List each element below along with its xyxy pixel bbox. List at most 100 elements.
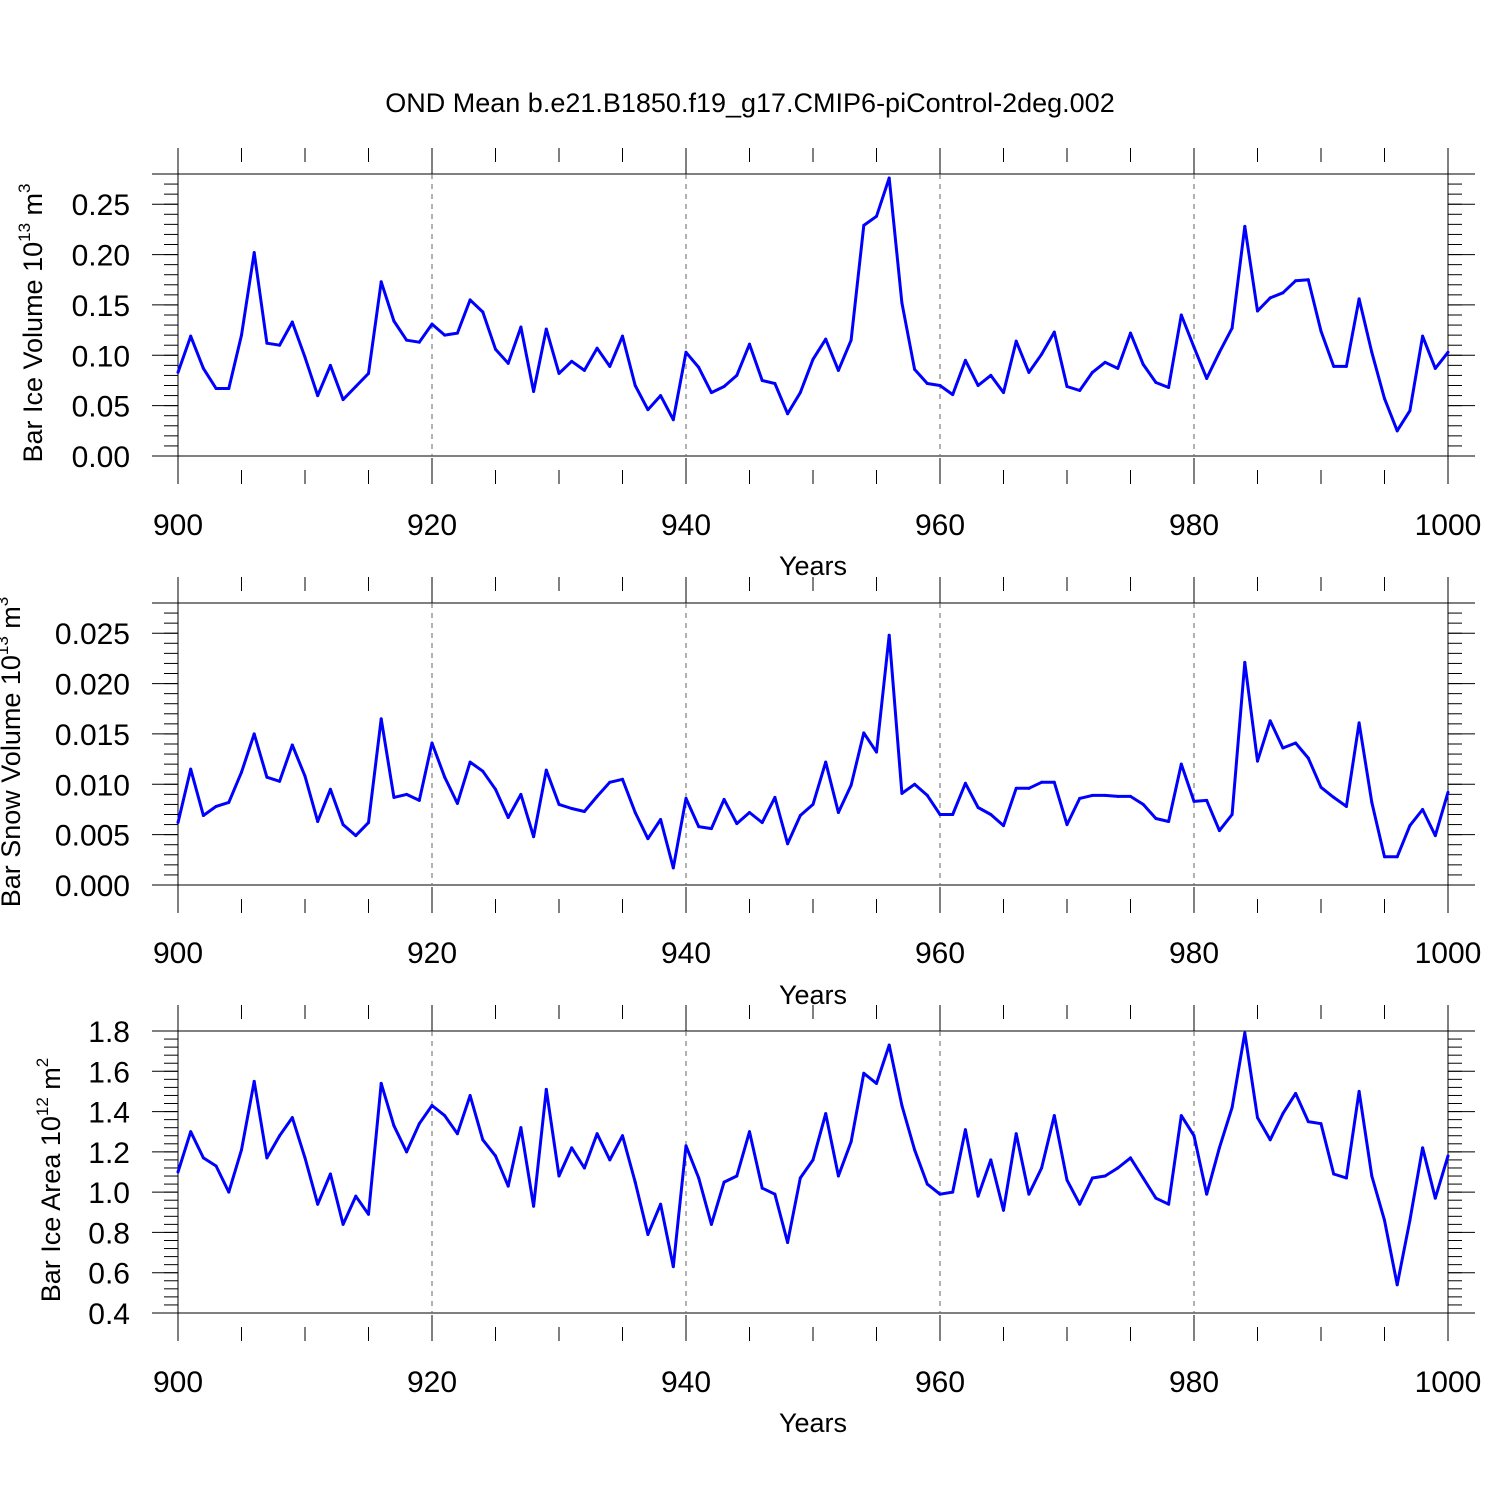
data-point [1243,224,1247,228]
data-point [1446,790,1450,794]
data-point [684,350,688,354]
x-tick-label: 900 [153,1366,203,1399]
data-point [367,1212,370,1216]
data-point [532,390,536,394]
data-point [367,821,370,825]
data-point [862,1071,866,1075]
data-point [341,398,345,402]
data-point [722,1180,726,1184]
data-point [824,337,828,341]
data-point [1243,660,1247,664]
x-axis-title: Years [779,1408,847,1438]
data-point [379,717,383,721]
data-point [671,418,675,422]
data-point [1040,780,1044,784]
data-point [900,301,904,305]
y-tick-label: 0.025 [55,618,130,651]
data-point [1141,362,1145,366]
data-point [1154,380,1158,384]
data-point [1268,296,1272,300]
data-point [1052,780,1056,784]
data-point [875,214,878,218]
data-point [405,1150,409,1154]
data-point [544,768,548,772]
data-point [227,1190,231,1194]
y-axis-title: Bar Ice Area 1012 m2 [33,1058,66,1303]
data-point [1103,793,1107,797]
data-point [1319,329,1323,333]
y-tick-label: 0.6 [88,1258,130,1291]
data-point [494,787,497,791]
data-point [290,320,294,324]
data-point [1002,391,1005,395]
data-point [506,816,510,820]
data-point [557,1174,561,1178]
data-point [405,792,409,796]
data-point [925,1182,929,1186]
data-point [354,385,358,389]
data-point [570,359,574,363]
data-point [595,346,599,350]
data-point [417,340,421,344]
data-point [1230,813,1234,816]
data-point [849,783,853,787]
data-point [1027,786,1031,790]
data-point [1014,1132,1018,1136]
data-point [1357,1089,1361,1093]
data-point [481,1138,485,1142]
data-point [1065,823,1069,827]
data-point [1294,279,1298,283]
data-point [1344,364,1348,368]
data-point [875,750,878,754]
data-point [1027,1192,1031,1196]
data-point [481,310,485,314]
x-tick-label: 960 [915,509,965,542]
x-tick-label: 900 [153,509,203,542]
x-tick-label: 920 [407,509,457,542]
data-point [722,797,726,801]
data-point [659,394,663,398]
data-point [201,814,205,818]
data-point [455,801,459,805]
data-point [278,343,282,347]
data-point [1192,1134,1196,1138]
data-point [1179,313,1183,317]
data-point [963,781,967,785]
data-point [341,1222,345,1226]
series-line [176,176,1450,433]
data-point [963,1128,967,1132]
panel-2: 900 920 940 960 980 1000Years0.0000.0050.0100… [0,577,1481,1010]
data-point [633,810,637,814]
data-point [354,834,358,838]
data-point [201,1156,205,1160]
data-point [176,821,180,825]
data-point [316,820,320,824]
data-point [1167,820,1171,824]
data-point [1421,334,1425,338]
data-point [760,378,764,382]
data-point [1370,800,1374,804]
data-point [1370,1174,1374,1178]
data-point [1344,804,1348,808]
y-tick-label: 0.10 [72,340,130,373]
data-point [824,1112,828,1116]
data-point [1141,1176,1145,1180]
data-point [189,767,193,771]
data-point [265,341,269,345]
data-point [671,1265,675,1269]
data-point [468,298,472,302]
data-point [836,368,840,372]
data-point [316,394,320,398]
data-point [532,1204,536,1208]
data-point [519,1126,523,1130]
data-point [455,1132,459,1136]
data-point [1306,756,1310,760]
data-point [684,796,688,800]
data-point [1294,741,1298,745]
data-point [633,384,637,387]
data-point [1332,1172,1336,1176]
x-axis-title: Years [779,551,847,581]
data-point [811,1158,815,1162]
data-point [976,1194,980,1198]
